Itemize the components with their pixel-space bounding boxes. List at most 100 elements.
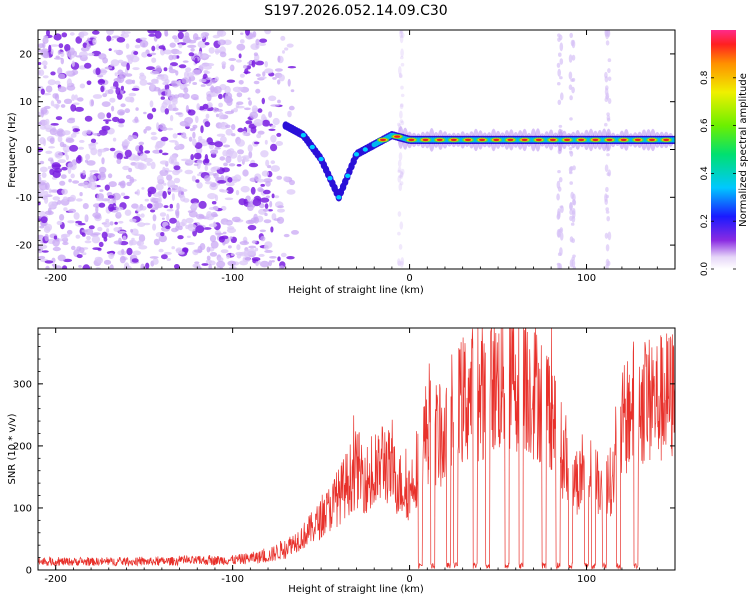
noise-blob	[187, 44, 197, 49]
noise-blob	[187, 39, 197, 44]
noise-blob	[185, 105, 189, 113]
noise-blob	[287, 66, 297, 69]
noise-streak-blob	[397, 260, 402, 267]
noise-blob	[237, 154, 242, 163]
noise-blob	[284, 47, 289, 51]
noise-streak-blob	[399, 30, 404, 34]
noise-blob	[270, 104, 280, 107]
noise-blob	[124, 96, 134, 103]
noise-blob	[168, 69, 177, 74]
noise-blob	[222, 231, 227, 235]
noise-blob	[113, 227, 121, 232]
noise-blob	[131, 87, 140, 91]
noise-blob	[159, 149, 163, 154]
noise-blob	[76, 254, 83, 259]
noise-blob	[57, 86, 67, 93]
noise-blob	[280, 252, 287, 258]
noise-blob	[39, 194, 46, 199]
noise-blob	[78, 146, 85, 150]
noise-blob	[145, 126, 152, 131]
noise-streak-blob	[568, 54, 573, 63]
noise-blob	[96, 193, 104, 200]
noise-blob	[220, 136, 227, 144]
colorbar-tick-label: 0.8	[700, 70, 710, 85]
noise-blob	[199, 243, 206, 251]
noise-blob	[103, 259, 112, 265]
noise-blob	[187, 223, 197, 232]
noise-blob	[134, 162, 143, 170]
noise-blob	[124, 262, 130, 269]
noise-blob	[106, 30, 114, 35]
noise-blob	[63, 98, 73, 105]
y-tick-label: 300	[13, 379, 32, 390]
noise-blob	[54, 80, 61, 85]
noise-streak-blob	[570, 78, 574, 82]
noise-blob	[238, 80, 244, 85]
noise-streak-blob	[397, 169, 402, 173]
noise-blob	[202, 103, 209, 110]
noise-blob	[245, 120, 253, 125]
noise-blob	[90, 138, 97, 144]
noise-blob	[205, 113, 210, 119]
noise-blob	[70, 173, 75, 179]
noise-blob	[108, 181, 117, 188]
noise-blob	[55, 116, 63, 121]
noise-blob	[272, 77, 277, 80]
noise-blob	[140, 263, 145, 269]
noise-blob	[283, 233, 290, 238]
noise-blob	[227, 226, 235, 230]
noise-blob	[88, 225, 95, 230]
noise-blob	[198, 136, 203, 141]
noise-blob	[79, 31, 89, 36]
noise-blob	[218, 236, 225, 243]
noise-blob	[75, 220, 83, 224]
noise-blob	[48, 146, 55, 149]
noise-blob	[132, 250, 142, 256]
noise-blob	[204, 42, 210, 46]
noise-blob	[194, 249, 203, 253]
noise-blob	[101, 157, 105, 165]
noise-blob	[206, 93, 212, 102]
noise-blob	[91, 235, 101, 244]
noise-blob	[194, 142, 203, 150]
noise-blob	[139, 72, 145, 77]
noise-blob	[48, 44, 52, 53]
noise-blob	[278, 74, 285, 82]
noise-blob	[109, 221, 114, 226]
noise-blob	[124, 108, 131, 114]
noise-blob	[224, 197, 234, 201]
noise-blob	[54, 151, 63, 159]
noise-blob	[279, 265, 285, 269]
noise-blob	[253, 141, 260, 145]
noise-blob	[245, 30, 250, 36]
noise-blob	[156, 75, 165, 80]
noise-blob	[152, 149, 162, 154]
noise-blob	[158, 248, 164, 253]
spectrogram-ridge-layer	[282, 121, 675, 202]
noise-blob	[237, 127, 244, 133]
noise-streak-blob	[605, 244, 610, 252]
noise-streak-blob	[559, 76, 563, 80]
noise-blob	[104, 184, 110, 191]
noise-blob	[196, 103, 200, 111]
noise-streak-blob	[571, 208, 576, 215]
noise-blob	[68, 178, 72, 183]
noise-blob	[224, 175, 229, 183]
noise-blob	[191, 175, 196, 182]
noise-blob	[98, 79, 105, 83]
noise-blob	[209, 252, 218, 257]
noise-blob	[147, 203, 153, 209]
noise-streak-blob	[604, 30, 609, 36]
noise-blob	[166, 127, 174, 131]
noise-blob	[180, 132, 187, 139]
spectrogram-y-axis: -20 -10 0 10 20	[16, 29, 675, 270]
noise-blob	[260, 235, 266, 242]
noise-blob	[47, 79, 56, 86]
noise-blob	[270, 160, 276, 165]
noise-blob	[114, 72, 118, 77]
noise-blob	[126, 181, 132, 187]
noise-blob	[188, 52, 195, 57]
noise-blob	[38, 49, 42, 53]
noise-blob	[212, 205, 219, 210]
noise-blob	[174, 264, 180, 269]
